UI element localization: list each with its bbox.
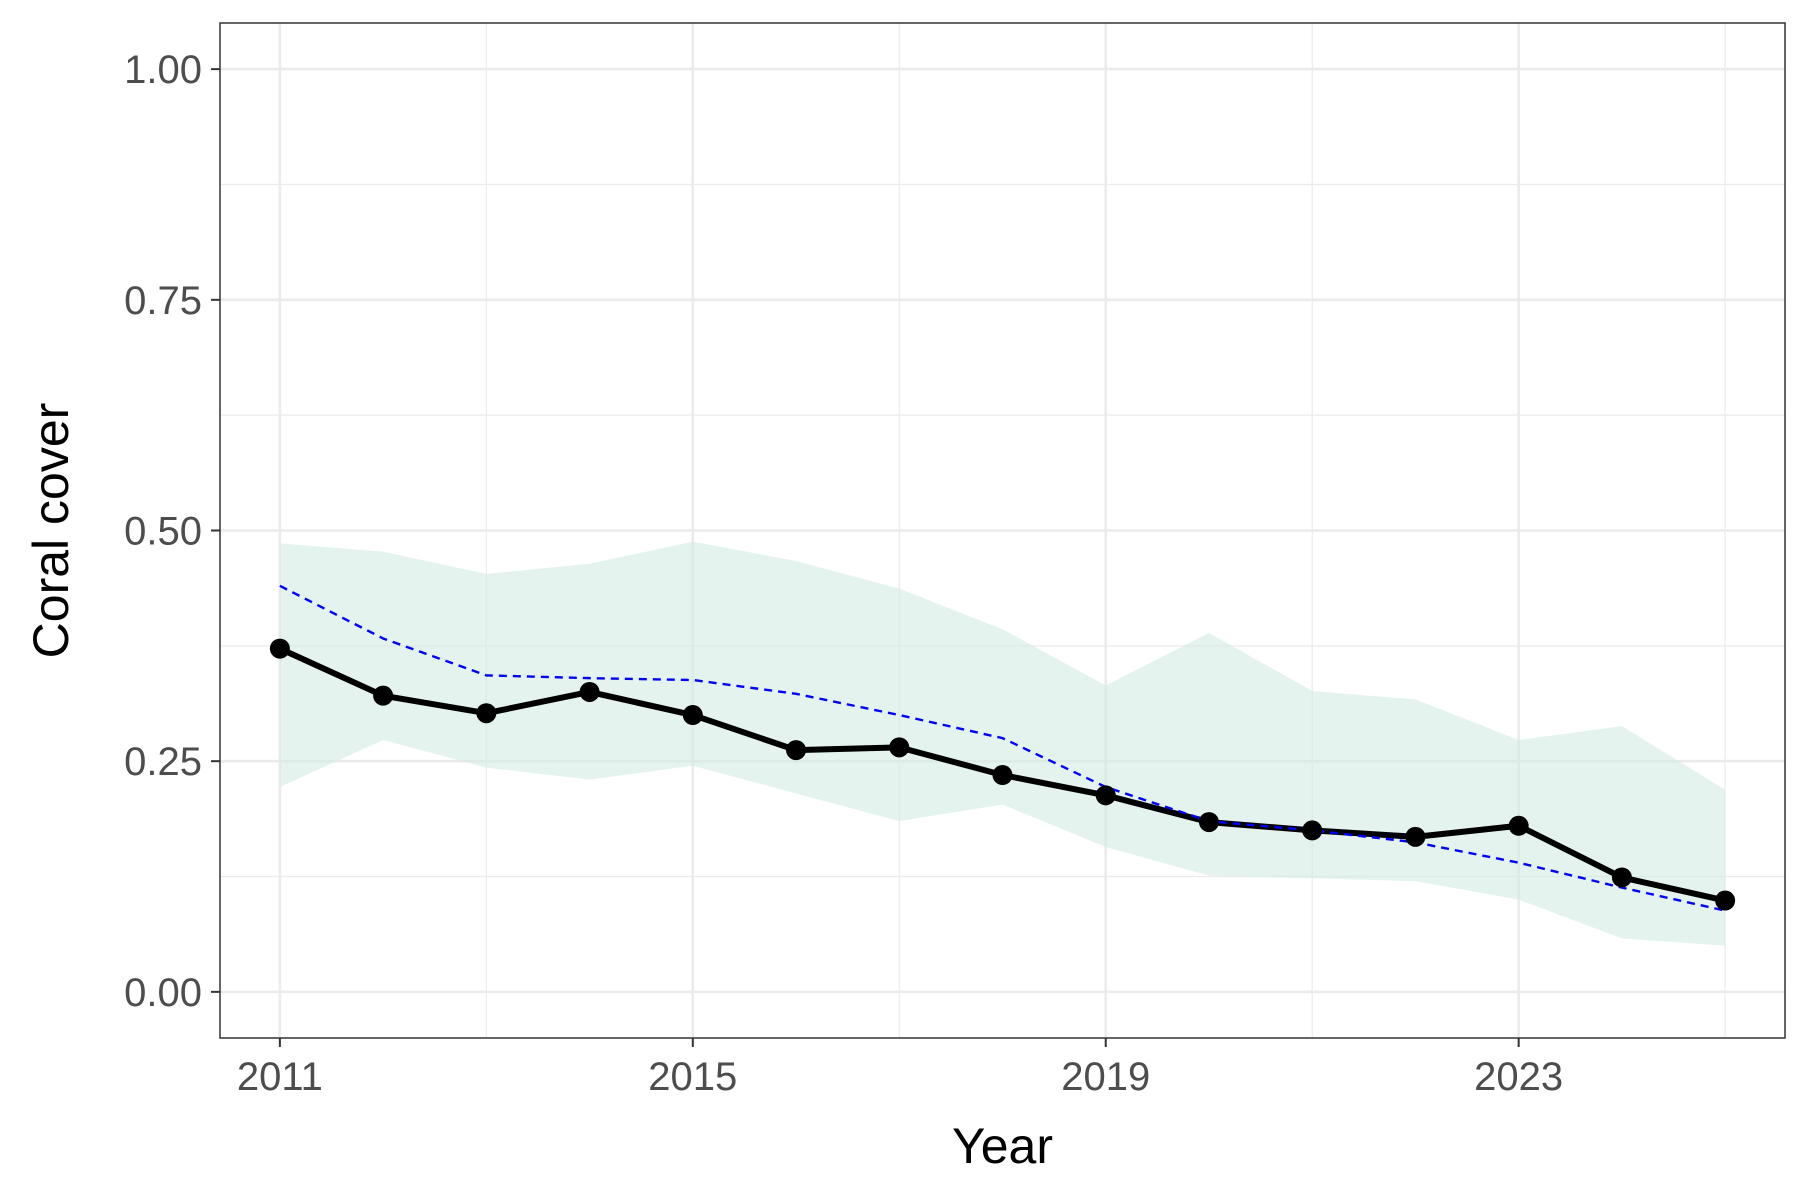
data-point bbox=[786, 740, 807, 761]
x-tick-label: 2011 bbox=[237, 1055, 323, 1099]
x-axis-title: Year bbox=[952, 1118, 1053, 1174]
x-tick-label: 2019 bbox=[1061, 1055, 1150, 1099]
y-tick-label: 0.75 bbox=[124, 279, 202, 323]
data-point bbox=[1715, 890, 1736, 911]
series-line-dashed bbox=[279, 584, 1726, 912]
data-point bbox=[1095, 785, 1116, 806]
data-point bbox=[889, 737, 910, 758]
data-point bbox=[682, 705, 703, 726]
data-point bbox=[373, 685, 394, 706]
data-point bbox=[579, 681, 600, 702]
data-point bbox=[1508, 815, 1529, 836]
y-tick-label: 1.00 bbox=[124, 48, 202, 92]
data-point bbox=[1611, 867, 1632, 888]
confidence-band bbox=[279, 541, 1726, 946]
data-points bbox=[269, 638, 1736, 911]
y-axis-title: Coral cover bbox=[23, 403, 79, 659]
data-point bbox=[1302, 820, 1323, 841]
x-tick-label: 2015 bbox=[648, 1055, 737, 1099]
data-point bbox=[476, 703, 497, 724]
x-tick-label: 2023 bbox=[1474, 1055, 1563, 1099]
y-tick-label: 0.50 bbox=[124, 510, 202, 554]
axes: 0.00 0.25 0.50 0.75 1.00 2011 2015 2019 2023 bbox=[124, 48, 1563, 1099]
data-point bbox=[1405, 826, 1426, 847]
confidence-band-area bbox=[279, 541, 1726, 946]
y-tick-label: 0.25 bbox=[124, 740, 202, 784]
y-tick-label: 0.00 bbox=[124, 971, 202, 1015]
data-point bbox=[1198, 812, 1219, 833]
data-point bbox=[269, 638, 290, 659]
data-point bbox=[992, 765, 1013, 786]
